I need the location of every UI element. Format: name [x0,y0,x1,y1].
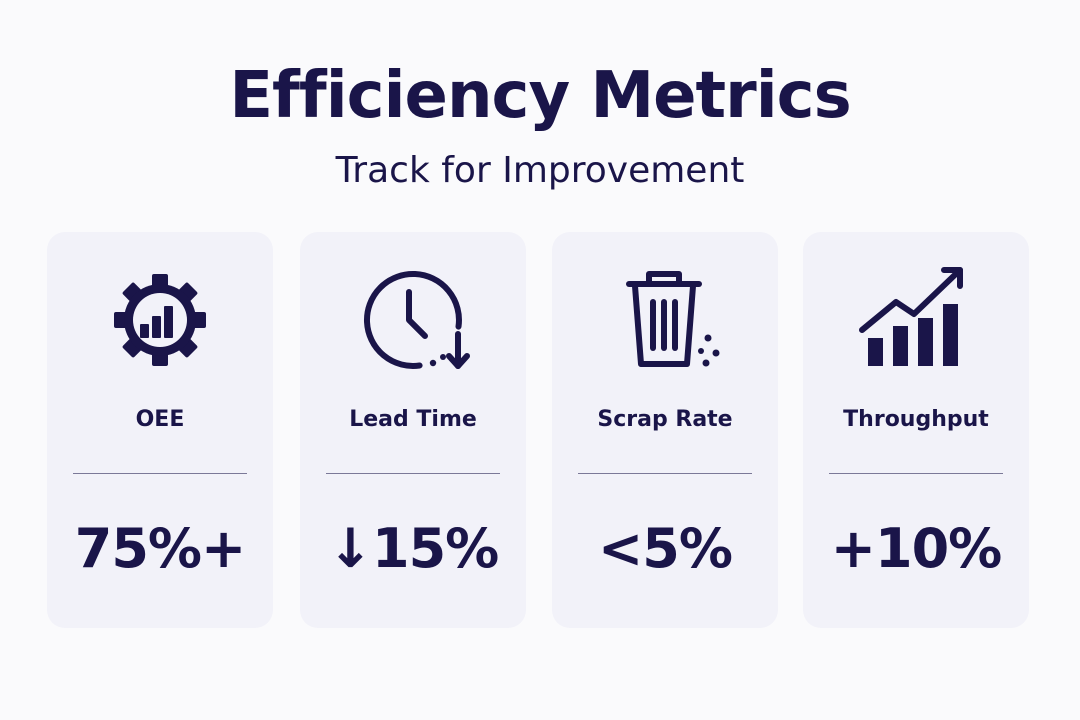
metric-card-lead-time: Lead Time ↓15% [300,232,526,628]
gear-bar-chart-icon [100,260,220,380]
metric-card-throughput: Throughput +10% [803,232,1029,628]
page-title: Efficiency Metrics [229,59,851,133]
clock-down-arrow-icon [353,260,473,380]
metric-card-scrap-rate: Scrap Rate <5% [552,232,778,628]
metric-divider [578,473,752,474]
metric-value: 75%+ [74,517,247,580]
metric-divider [829,473,1003,474]
metric-label: Lead Time [349,407,477,432]
metric-value: <5% [598,517,733,580]
metric-label: Throughput [843,407,989,432]
page-subtitle: Track for Improvement [335,150,745,191]
metric-value: ↓15% [327,517,500,580]
metric-label: OEE [135,407,185,432]
metric-value: +10% [830,517,1003,580]
trash-bin-icon [605,260,725,380]
metric-divider [73,473,247,474]
trending-up-bar-chart-icon [856,260,976,380]
metric-card-oee: OEE 75%+ [47,232,273,628]
metric-divider [326,473,500,474]
metric-label: Scrap Rate [597,407,733,432]
